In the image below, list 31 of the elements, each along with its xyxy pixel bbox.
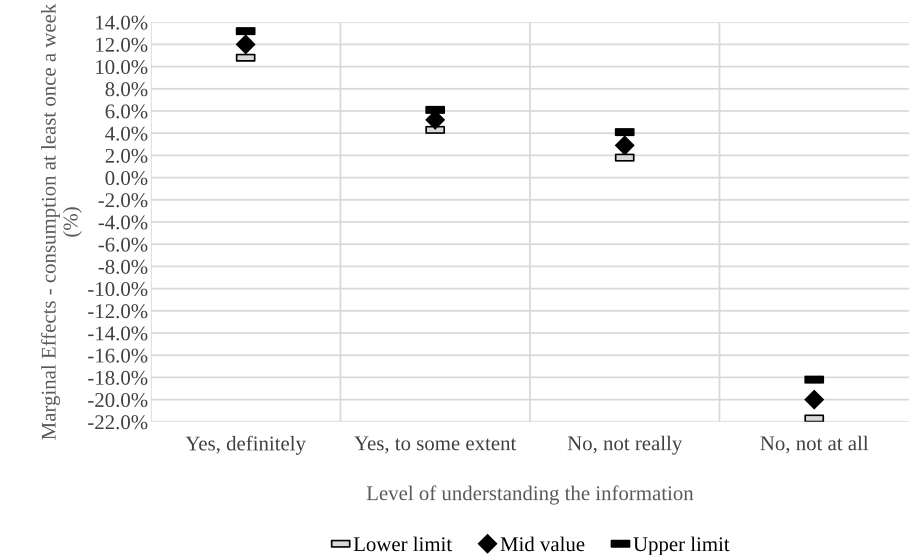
y-tick-label: 2.0% — [106, 148, 148, 163]
y-axis-title: Marginal Effects - consumption at least once a week (%) — [40, 4, 82, 440]
y-tick-label: 6.0% — [106, 104, 148, 119]
x-tick-label: No, not really — [568, 436, 682, 455]
y-tick-label: -20.0% — [88, 392, 148, 408]
y-tick-label: -6.0% — [98, 238, 148, 252]
y-tick-label: -4.0% — [98, 215, 148, 230]
legend-label: Upper limit — [633, 536, 730, 555]
legend-label: Mid value — [500, 536, 584, 552]
y-tick-label: -14.0% — [88, 326, 148, 341]
y-tick-label: -10.0% — [88, 282, 148, 296]
y-tick-label: 14.0% — [96, 16, 148, 30]
y-tick-label: 8.0% — [106, 82, 148, 96]
x-tick-label: Yes, definitely — [186, 436, 306, 455]
y-tick-label: 10.0% — [96, 60, 148, 74]
y-tick-label: -8.0% — [98, 260, 148, 274]
y-tick-label: -2.0% — [98, 193, 148, 208]
y-tick-label: -18.0% — [88, 370, 148, 385]
y-tick-label: -22.0% — [88, 415, 148, 430]
point — [804, 390, 824, 410]
y-tick-label: 12.0% — [96, 38, 148, 52]
point — [236, 34, 256, 54]
x-axis-title: Level of understanding the information — [366, 485, 694, 505]
legend-label: Lower limit — [354, 536, 452, 552]
y-tick-label: 4.0% — [105, 126, 148, 141]
point — [615, 136, 634, 156]
y-tick-label: 0.0% — [106, 170, 148, 186]
x-tick-label: No, not at all — [760, 436, 868, 454]
y-tick-label: -12.0% — [88, 304, 148, 318]
x-tick-label: Yes, to some extent — [354, 436, 516, 454]
y-tick-label: -16.0% — [88, 348, 148, 363]
